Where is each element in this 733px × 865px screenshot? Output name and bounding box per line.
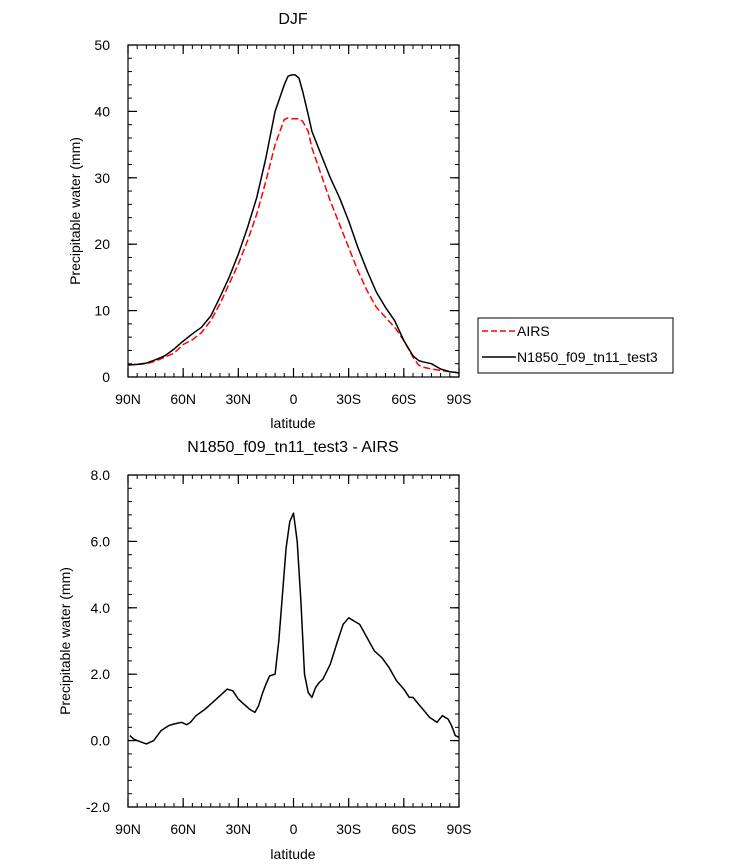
legend-box bbox=[477, 317, 674, 374]
djf-title: DJF bbox=[278, 11, 308, 28]
difference-title: N1850_f09_tn11_test3 - AIRS bbox=[187, 439, 398, 456]
difference-y-tick-label: 4.0 bbox=[91, 600, 111, 616]
djf-y-tick-label: 30 bbox=[94, 170, 110, 186]
difference-plot-frame bbox=[127, 474, 460, 808]
djf-y-tick-label: 40 bbox=[94, 103, 110, 119]
difference-x-tick-label: 60N bbox=[170, 821, 196, 837]
difference-x-axis-label: latitude bbox=[270, 846, 315, 862]
djf-x-tick-label: 0 bbox=[290, 391, 298, 407]
djf-x-tick-label: 90N bbox=[115, 391, 141, 407]
difference-x-tick-label: 30S bbox=[336, 821, 361, 837]
difference-x-tick-label: 60S bbox=[391, 821, 416, 837]
difference-y-tick-label: 2.0 bbox=[91, 666, 111, 682]
difference-y-tick-label: 6.0 bbox=[91, 533, 111, 549]
difference-series-line-0 bbox=[129, 512, 460, 745]
djf-y-tick-label: 50 bbox=[94, 37, 110, 53]
legend-label-airs: AIRS bbox=[517, 323, 550, 339]
difference-x-tick-labels: 90N 60N 30N 0 30S 60S 90S bbox=[115, 821, 471, 837]
difference-y-tick-label: 8.0 bbox=[91, 467, 111, 483]
difference-ticks-group bbox=[127, 474, 460, 808]
djf-x-tick-label: 60S bbox=[391, 391, 416, 407]
djf-ticks-group bbox=[127, 44, 460, 378]
djf-y-tick-label: 0 bbox=[102, 369, 110, 385]
djf-x-tick-label: 30S bbox=[336, 391, 361, 407]
difference-x-tick-label: 90N bbox=[115, 821, 141, 837]
djf-x-axis-label: latitude bbox=[270, 415, 315, 431]
difference-y-tick-label: 0.0 bbox=[91, 733, 111, 749]
legend-label-model: N1850_f09_tn11_test3 bbox=[517, 349, 658, 365]
djf-y-axis-label: Precipitable water (mm) bbox=[67, 137, 83, 285]
difference-x-tick-label: 30N bbox=[225, 821, 251, 837]
djf-series-line-0 bbox=[127, 117, 460, 374]
djf-x-tick-label: 90S bbox=[447, 391, 472, 407]
djf-x-tick-labels: 90N 60N 30N 0 30S 60S 90S bbox=[115, 391, 471, 407]
djf-legend: AIRS N1850_f09_tn11_test3 bbox=[477, 317, 674, 374]
djf-x-tick-label: 30N bbox=[225, 391, 251, 407]
difference-y-tick-labels: -2.0 0.0 2.0 4.0 6.0 8.0 bbox=[86, 467, 110, 815]
djf-y-tick-label: 20 bbox=[94, 236, 110, 252]
djf-panel: DJF 90N 60N 30N 0 30S 60S 90S 0 10 20 30 40 50 lati… bbox=[67, 11, 674, 431]
djf-series-group bbox=[127, 74, 460, 374]
difference-x-tick-label: 0 bbox=[290, 821, 298, 837]
djf-plot-frame bbox=[127, 44, 460, 378]
djf-series-line-1 bbox=[127, 74, 460, 374]
djf-y-tick-labels: 0 10 20 30 40 50 bbox=[94, 37, 110, 385]
difference-y-axis-label: Precipitable water (mm) bbox=[57, 567, 73, 715]
djf-x-tick-label: 60N bbox=[170, 391, 196, 407]
difference-x-tick-label: 90S bbox=[447, 821, 472, 837]
difference-series-group bbox=[129, 512, 460, 745]
difference-y-tick-label: -2.0 bbox=[86, 799, 110, 815]
difference-panel: N1850_f09_tn11_test3 - AIRS 90N 60N 30N 0 30… bbox=[57, 439, 471, 862]
djf-y-tick-label: 10 bbox=[94, 303, 110, 319]
